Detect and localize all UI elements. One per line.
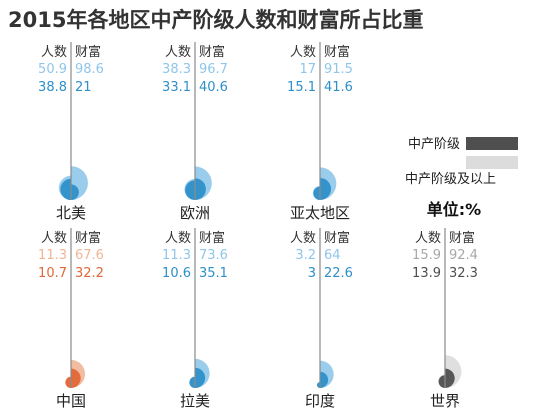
region-4-value-wealth-above: 73.6 bbox=[199, 248, 228, 263]
region-3-header-wealth: 财富 bbox=[75, 230, 101, 246]
region-0-value-wealth-above: 98.6 bbox=[75, 62, 104, 77]
region-4-value-wealth-middle: 35.1 bbox=[199, 266, 228, 281]
region-2-wealth-middle-half bbox=[320, 177, 332, 200]
region-0-wealth-middle-half bbox=[71, 184, 79, 200]
region-0-value-population-middle: 38.8 bbox=[38, 80, 67, 95]
region-1-value-population-above: 38.3 bbox=[162, 62, 191, 77]
region-1-header-population: 人数 bbox=[165, 45, 191, 60]
region-6-population-middle-half bbox=[438, 375, 445, 388]
region-0-name: 北美 bbox=[56, 204, 86, 222]
region-4-value-population-above: 11.3 bbox=[162, 248, 191, 263]
region-4-name: 拉美 bbox=[180, 392, 210, 410]
region-6-header-population: 人数 bbox=[415, 231, 441, 246]
region-1-header-wealth: 财富 bbox=[199, 44, 225, 60]
region-3-population-middle-half bbox=[65, 376, 71, 388]
legend-label-middle-class: 中产阶级 bbox=[408, 137, 460, 152]
region-1-value-wealth-above: 96.7 bbox=[199, 62, 228, 77]
region-6-value-wealth-middle: 32.3 bbox=[449, 266, 478, 281]
region-5-wealth-middle-half bbox=[320, 371, 329, 388]
region-2-name: 亚太地区 bbox=[290, 204, 350, 222]
region-2-header-population: 人数 bbox=[290, 45, 316, 60]
region-1-wealth-middle-half bbox=[195, 178, 206, 200]
region-0-population-middle-half bbox=[60, 178, 71, 200]
region-2-value-population-above: 17 bbox=[299, 62, 316, 77]
region-2-value-wealth-above: 91.5 bbox=[324, 62, 353, 77]
region-6-value-wealth-above: 92.4 bbox=[449, 248, 478, 263]
region-5-value-wealth-above: 64 bbox=[324, 248, 341, 263]
region-6-value-population-middle: 13.9 bbox=[412, 266, 441, 281]
legend-label-middle-and-above: 中产阶级及以上 bbox=[405, 172, 496, 187]
region-2-value-population-middle: 15.1 bbox=[287, 80, 316, 95]
region-5-population-middle-half bbox=[317, 382, 320, 388]
region-1-value-wealth-middle: 40.6 bbox=[199, 80, 228, 95]
region-3-wealth-middle-half bbox=[71, 368, 81, 388]
region-4-population-middle-half bbox=[189, 376, 195, 388]
region-4-wealth-middle-half bbox=[195, 367, 206, 388]
region-6-name: 世界 bbox=[430, 392, 460, 410]
region-1-population-middle-half bbox=[185, 180, 195, 200]
region-4-header-population: 人数 bbox=[165, 231, 191, 246]
region-2-population-middle-half bbox=[313, 186, 320, 200]
region-3-value-population-above: 11.3 bbox=[38, 248, 67, 263]
region-4-value-population-middle: 10.6 bbox=[162, 266, 191, 281]
region-4-header-wealth: 财富 bbox=[199, 230, 225, 246]
region-2-value-wealth-middle: 41.6 bbox=[324, 80, 353, 95]
region-6-wealth-middle-half bbox=[445, 368, 455, 388]
region-5-value-population-middle: 3 bbox=[308, 266, 316, 281]
unit-label: 单位:% bbox=[427, 200, 481, 219]
region-6-value-population-above: 15.9 bbox=[412, 248, 441, 263]
region-6-header-wealth: 财富 bbox=[449, 230, 475, 246]
region-5-value-wealth-middle: 22.6 bbox=[324, 266, 353, 281]
region-5-header-wealth: 财富 bbox=[324, 230, 350, 246]
region-1-value-population-middle: 33.1 bbox=[162, 80, 191, 95]
region-3-value-wealth-middle: 32.2 bbox=[75, 266, 104, 281]
region-5-header-population: 人数 bbox=[290, 231, 316, 246]
region-0-header-population: 人数 bbox=[41, 45, 67, 60]
region-0-header-wealth: 财富 bbox=[75, 44, 101, 60]
region-0-value-wealth-middle: 21 bbox=[75, 80, 92, 95]
region-2-header-wealth: 财富 bbox=[324, 44, 350, 60]
region-1-name: 欧洲 bbox=[180, 204, 210, 222]
region-3-value-population-middle: 10.7 bbox=[38, 266, 67, 281]
region-3-value-wealth-above: 67.6 bbox=[75, 248, 104, 263]
chart-title: 2015年各地区中产阶级人数和财富所占比重 bbox=[8, 8, 424, 32]
legend-swatch-middle-class bbox=[466, 137, 518, 150]
region-3-name: 中国 bbox=[56, 392, 86, 410]
region-5-name: 印度 bbox=[305, 392, 335, 410]
region-5-value-population-above: 3.2 bbox=[295, 248, 316, 263]
legend-swatch-middle-and-above bbox=[466, 156, 518, 169]
region-3-header-population: 人数 bbox=[41, 231, 67, 246]
region-0-value-population-above: 50.9 bbox=[38, 62, 67, 77]
